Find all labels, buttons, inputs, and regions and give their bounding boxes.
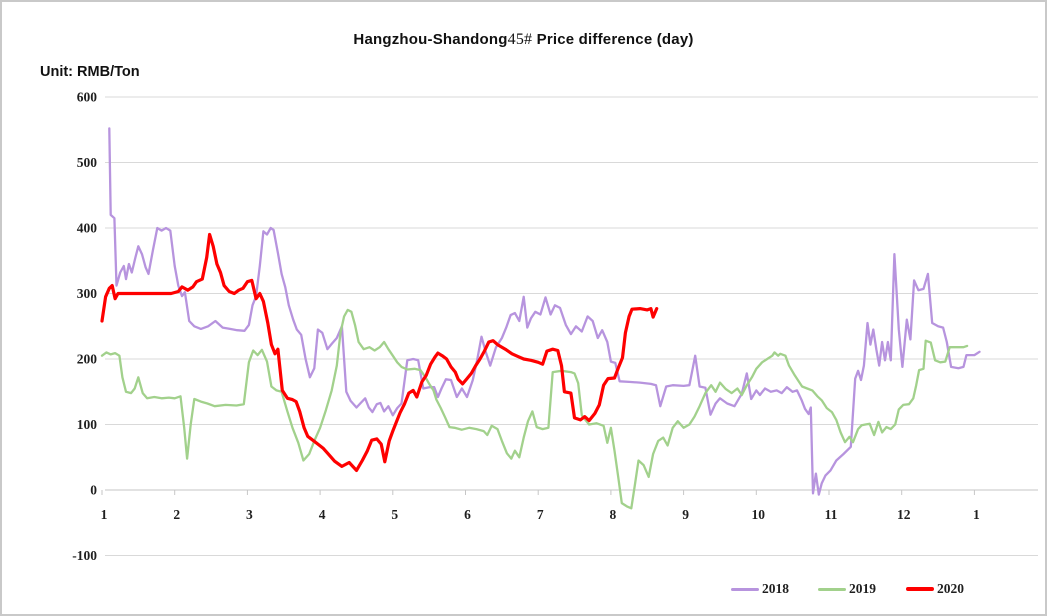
- x-tick-label-9-9: 9: [682, 507, 689, 522]
- legend-line-2019-swatch: [818, 587, 846, 591]
- y-tick-label-200: 200: [77, 352, 98, 367]
- x-tick-label-8-8: 8: [610, 507, 617, 522]
- legend-line-2018-swatch: [731, 587, 759, 591]
- chart-title-grade: 45#: [507, 31, 533, 48]
- chart-title-suffix: Price difference (day): [532, 31, 694, 48]
- y-tick-label-400: 400: [77, 221, 98, 236]
- y-tick-label-300: 300: [77, 286, 98, 301]
- x-tick-label-11-11: 11: [825, 507, 838, 522]
- x-tick-label-5-5: 5: [391, 507, 398, 522]
- legend-label-2020: 2020: [937, 581, 964, 596]
- y-tick-label-0: 0: [90, 483, 97, 498]
- series-line-2019: [100, 308, 969, 510]
- x-tick-label-1-1: 1: [101, 507, 108, 522]
- x-tick-label-6-6: 6: [464, 507, 471, 522]
- legend-item-2019[interactable]: 2019: [818, 580, 876, 598]
- x-tick-label-2-2: 2: [173, 507, 180, 522]
- series-line-2020: [100, 232, 659, 472]
- x-tick-label-12-12: 12: [897, 507, 911, 522]
- y-tick-label-100: 100: [77, 417, 98, 432]
- x-tick-label-3-3: 3: [246, 507, 253, 522]
- chart-legend: 2018 2019 2020: [2, 580, 1045, 600]
- x-tick-label-10-10: 10: [752, 507, 766, 522]
- chart-title-prefix: Hangzhou-Shandong: [353, 31, 508, 48]
- unit-label: Unit: RMB/Ton: [40, 64, 140, 80]
- legend-label-2018: 2018: [762, 581, 789, 596]
- series-line-2018: [108, 127, 981, 496]
- legend-label-2019: 2019: [849, 581, 876, 596]
- y-tick-label-500: 500: [77, 155, 98, 170]
- x-tick-label-1-13: 1: [973, 507, 980, 522]
- x-tick-label-7-7: 7: [537, 507, 544, 522]
- legend-item-2020[interactable]: 2020: [906, 580, 964, 598]
- x-tick-label-4-4: 4: [319, 507, 326, 522]
- y-tick-label-600: 600: [77, 90, 98, 105]
- y-tick-label--100: -100: [72, 548, 97, 563]
- legend-line-2020-swatch: [906, 587, 934, 591]
- chart-title: Hangzhou-Shandong45# Price difference (d…: [2, 31, 1045, 49]
- legend-item-2018[interactable]: 2018: [731, 580, 789, 598]
